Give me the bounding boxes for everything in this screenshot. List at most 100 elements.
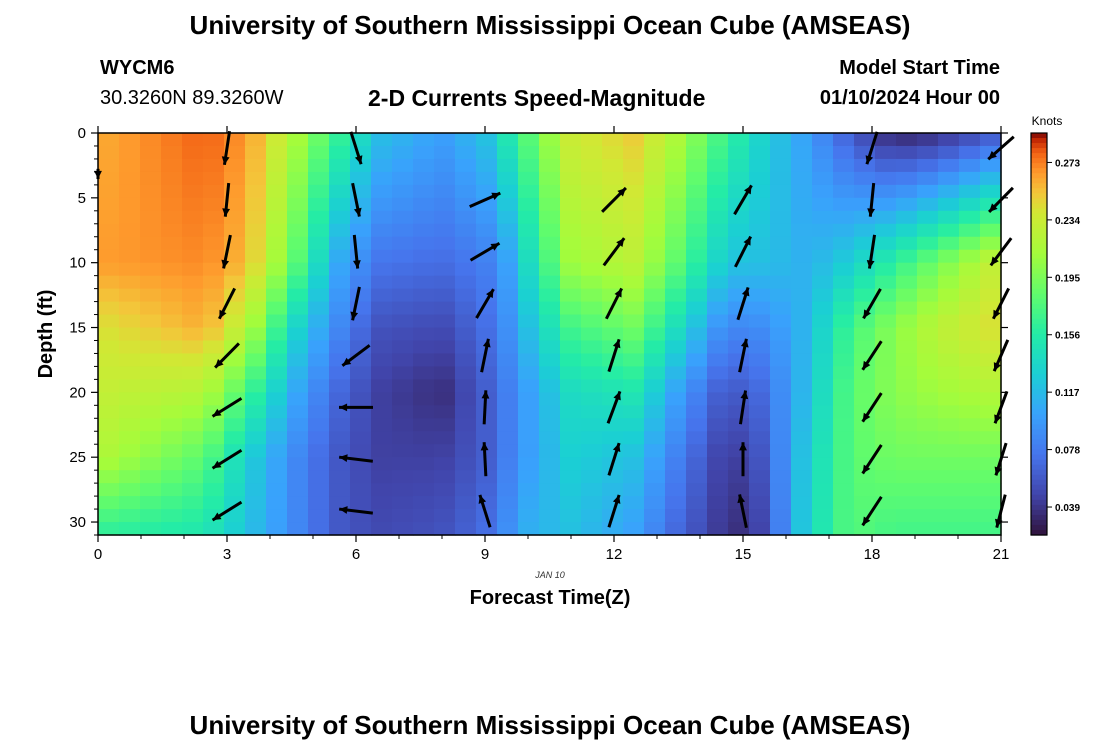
heatmap-cell — [917, 379, 939, 393]
heatmap-cell — [644, 145, 666, 160]
heatmap-cell — [161, 275, 183, 290]
heatmap-cell — [581, 457, 603, 471]
heatmap-cell — [266, 327, 288, 342]
heatmap-cell — [749, 405, 771, 419]
colorbar-segment — [1031, 509, 1047, 516]
heatmap-cell — [791, 444, 813, 458]
heatmap-cell — [644, 496, 666, 510]
colorbar-segment — [1031, 404, 1047, 410]
heatmap-cell — [749, 184, 771, 199]
heatmap-cell — [833, 340, 855, 355]
heatmap-cell — [119, 327, 141, 342]
heatmap-cell — [917, 483, 939, 497]
colorbar-segment — [1031, 143, 1047, 149]
heatmap-cell — [749, 314, 771, 329]
heatmap-cell — [245, 288, 267, 303]
heatmap-cell — [266, 366, 288, 380]
heatmap-cell — [959, 301, 981, 316]
colorbar-segment — [1031, 344, 1047, 350]
heatmap-cell — [770, 197, 792, 212]
heatmap-cell — [665, 509, 687, 523]
heatmap-cell — [686, 262, 708, 277]
heatmap-cell — [350, 171, 372, 186]
heatmap-cell — [581, 171, 603, 186]
current-vector-head — [744, 185, 752, 195]
heatmap-cell — [203, 431, 225, 445]
station-coordinates: 30.3260N 89.3260W — [100, 87, 284, 109]
heatmap-cell — [560, 444, 582, 458]
heatmap-cell — [203, 379, 225, 393]
heatmap-cell — [350, 262, 372, 277]
heatmap-cell — [665, 314, 687, 329]
heatmap-cell — [287, 275, 309, 290]
heatmap-cell — [266, 522, 288, 536]
heatmap-cell — [224, 379, 246, 393]
heatmap-cell — [539, 418, 561, 432]
heatmap-cell — [959, 496, 981, 510]
heatmap-cell — [707, 327, 729, 342]
heatmap-cell — [224, 405, 246, 419]
heatmap-cell — [623, 236, 645, 251]
heatmap-cell — [434, 288, 456, 303]
heatmap-cell — [539, 210, 561, 225]
heatmap-cell — [644, 340, 666, 355]
heatmap-cell — [98, 158, 120, 173]
heatmap-cell — [959, 509, 981, 523]
heatmap-cell — [854, 288, 876, 303]
heatmap-cell — [812, 353, 834, 368]
heatmap-cell — [350, 470, 372, 484]
heatmap-cell — [833, 392, 855, 406]
heatmap-cell — [161, 509, 183, 523]
heatmap-cell — [791, 366, 813, 380]
heatmap-cell — [476, 483, 498, 497]
heatmap-cell — [161, 314, 183, 329]
heatmap-cell — [350, 522, 372, 536]
heatmap-cell — [917, 171, 939, 186]
heatmap-cell — [749, 275, 771, 290]
plot-frame — [97, 132, 1002, 536]
heatmap-cell — [329, 366, 351, 380]
colorbar-segment — [1031, 529, 1047, 536]
heatmap-cell — [980, 314, 1002, 329]
heatmap-cell — [623, 184, 645, 199]
heatmap-cell — [581, 379, 603, 393]
heatmap-cell — [434, 275, 456, 290]
heatmap-cell — [476, 262, 498, 277]
heatmap-cell — [686, 249, 708, 264]
colorbar-segment — [1031, 183, 1047, 189]
heatmap-cell — [623, 249, 645, 264]
heatmap-cell — [707, 431, 729, 445]
heatmap-cell — [623, 509, 645, 523]
heatmap-cell — [119, 133, 141, 147]
heatmap-cell — [161, 223, 183, 238]
heatmap-cell — [371, 457, 393, 471]
heatmap-cell — [266, 288, 288, 303]
heatmap-cell — [161, 236, 183, 251]
heatmap-cell — [434, 210, 456, 225]
heatmap-cell — [644, 158, 666, 173]
heatmap-cell — [707, 314, 729, 329]
heatmap-cell — [224, 145, 246, 160]
heatmap-cell — [959, 418, 981, 432]
heatmap-cell — [791, 158, 813, 173]
heatmap-cell — [686, 133, 708, 147]
heatmap-cell — [497, 418, 519, 432]
heatmap-cell — [266, 483, 288, 497]
heatmap-cell — [749, 353, 771, 368]
heatmap-cell — [371, 405, 393, 419]
heatmap-cell — [686, 405, 708, 419]
heatmap-cell — [476, 171, 498, 186]
heatmap-cell — [749, 236, 771, 251]
heatmap-cell — [203, 275, 225, 290]
heatmap-cell — [833, 288, 855, 303]
heatmap-cell — [98, 405, 120, 419]
heatmap-cell — [644, 470, 666, 484]
heatmap-cell — [770, 288, 792, 303]
heatmap-cell — [350, 210, 372, 225]
heatmap-cell — [371, 262, 393, 277]
heatmap-cell — [182, 327, 204, 342]
x-tick-label: 15 — [735, 546, 752, 563]
heatmap-cell — [728, 327, 750, 342]
heatmap-cell — [791, 379, 813, 393]
colorbar-segment — [1031, 464, 1047, 471]
